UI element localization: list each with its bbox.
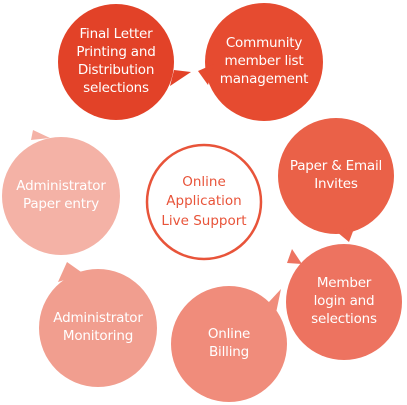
bubble-member-login [286,244,402,360]
member-login-label: Member login and selections [311,275,377,327]
bubble-online-billing [171,286,287,402]
administrator-paper-entry-label: Administrator Paper entry [16,178,106,212]
bubble-administrator-paper-entry [2,130,120,255]
bubble-final-letter [58,4,191,120]
bubble-paper-email-invites [278,118,394,242]
administrator-monitoring-label: Administrator Monitoring [53,310,143,344]
bubble-administrator-monitoring [39,262,157,387]
bubble-community-member [198,3,323,121]
center-ring [145,143,263,261]
online-billing-label: Online Billing [207,326,251,360]
community-member-label: Community member list management [219,35,309,87]
center-label: Online Application Live Support [161,173,247,229]
paper-email-invites-label: Paper & Email Invites [289,158,383,192]
final-letter-label: Final Letter Printing and Distribution s… [76,26,156,96]
